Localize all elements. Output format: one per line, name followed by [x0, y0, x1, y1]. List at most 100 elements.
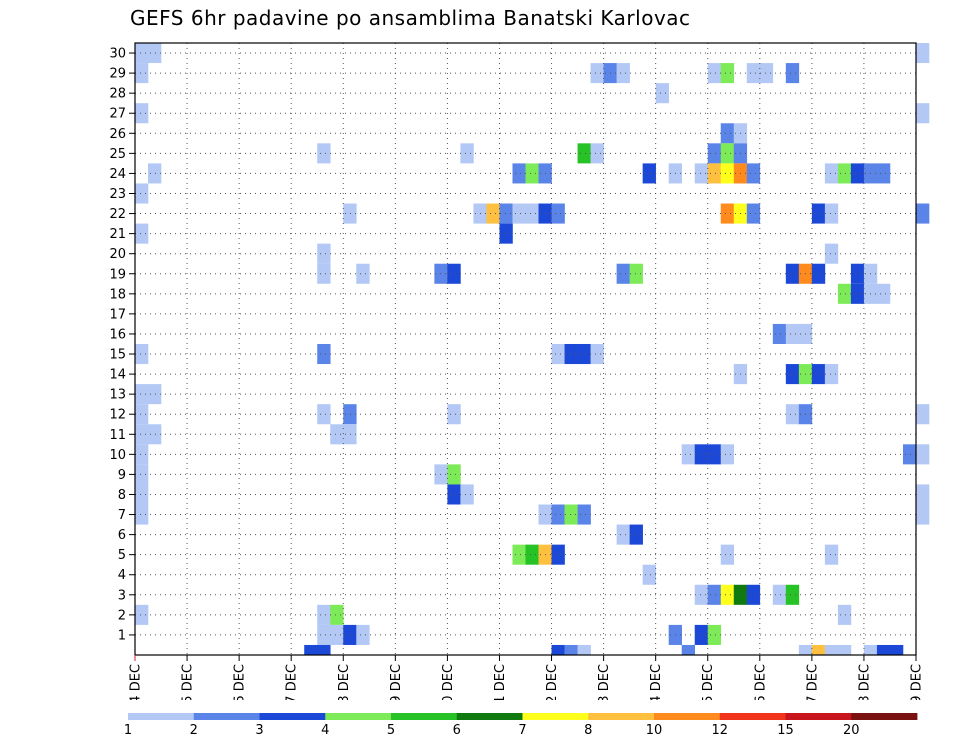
x-tick-label: 25 DEC — [701, 664, 716, 700]
heatmap-cell — [916, 203, 930, 224]
heatmap-cell — [447, 464, 461, 485]
legend-swatch — [391, 713, 458, 720]
y-tick-label: 19 — [109, 267, 126, 282]
legend-label: 6 — [453, 723, 461, 738]
heatmap-cell — [135, 384, 149, 405]
x-tick-label: 17 DEC — [285, 664, 300, 700]
x-tick-label: 21 DEC — [493, 664, 508, 700]
heatmap-cell — [707, 163, 722, 184]
heatmap-cell — [135, 484, 149, 505]
heatmap-cell — [499, 203, 513, 224]
heatmap-cell — [330, 604, 344, 625]
heatmap-cell — [902, 444, 917, 465]
legend-swatch — [719, 713, 786, 720]
heatmap-cell — [916, 404, 930, 425]
legend-swatch — [851, 713, 918, 720]
heatmap-cell — [447, 484, 461, 505]
heatmap-cell — [577, 644, 591, 655]
heatmap-cell — [590, 63, 604, 84]
heatmap-cell — [135, 464, 149, 485]
heatmap-cell — [785, 364, 800, 385]
heatmap-cell — [916, 43, 930, 64]
heatmap-cell — [785, 263, 800, 284]
heatmap-cell — [772, 323, 787, 344]
heatmap-cell — [824, 544, 839, 565]
x-tick-label: 29 DEC — [910, 664, 925, 700]
x-tick-label: 20 DEC — [441, 664, 456, 700]
heatmap-cell — [837, 644, 852, 655]
heatmap-cell — [343, 624, 357, 645]
heatmap-cell — [434, 263, 448, 284]
heatmap-cell — [798, 644, 813, 655]
plot-frame — [134, 42, 917, 656]
y-tick-label: 1 — [118, 628, 126, 643]
heatmap-cell — [551, 504, 565, 525]
heatmap-cell — [629, 524, 643, 545]
legend-label: 8 — [584, 723, 592, 738]
heatmap-cell — [616, 63, 630, 84]
y-tick-label: 8 — [118, 488, 126, 503]
heatmap-cell — [135, 444, 149, 465]
heatmap-cell — [590, 143, 604, 164]
heatmap-cell — [317, 404, 331, 425]
x-tick-label: 19 DEC — [389, 664, 404, 700]
heatmap-cell — [850, 163, 865, 184]
legend-label: 20 — [843, 723, 860, 738]
heatmap-cell — [720, 63, 735, 84]
x-tick-label: 18 DEC — [337, 664, 352, 700]
y-tick-label: 25 — [109, 147, 126, 162]
y-tick-label: 28 — [109, 87, 126, 102]
heatmap-cell — [499, 223, 513, 244]
y-tick-label: 3 — [118, 588, 126, 603]
heatmap-cell — [330, 424, 344, 445]
heatmap-cell — [824, 163, 839, 184]
y-tick-label: 11 — [109, 428, 126, 443]
heatmap-cell — [811, 263, 826, 284]
x-tick-label: 22 DEC — [545, 664, 560, 700]
heatmap-cell — [694, 444, 709, 465]
y-tick-label: 27 — [109, 107, 126, 122]
legend-label: 2 — [190, 723, 198, 738]
heatmap-cell — [577, 343, 591, 365]
x-tick-label: 26 DEC — [753, 664, 768, 700]
heatmap-cell — [551, 544, 565, 565]
legend-swatch — [588, 713, 655, 720]
x-tick-label: 28 DEC — [857, 664, 872, 700]
y-tick-label: 2 — [118, 608, 126, 623]
heatmap-cell — [447, 404, 461, 425]
heatmap-cell — [720, 544, 735, 565]
legend-swatch — [259, 713, 326, 720]
heatmap-cell — [525, 544, 539, 565]
heatmap-cell — [304, 644, 318, 655]
heatmap-cell — [317, 343, 331, 365]
legend-label: 3 — [255, 723, 263, 738]
heatmap-cell — [785, 404, 800, 425]
heatmap-cell — [642, 564, 656, 585]
y-tick-label: 30 — [109, 47, 126, 62]
y-tick-label: 5 — [118, 548, 126, 563]
legend-swatch — [785, 713, 852, 720]
y-tick-label: 22 — [109, 207, 126, 222]
heatmap-cell — [525, 163, 539, 184]
heatmap-cell — [512, 163, 526, 184]
heatmap-cell — [720, 584, 735, 605]
y-tick-label: 15 — [109, 348, 126, 363]
legend-label: 10 — [646, 723, 663, 738]
heatmap-cell — [759, 63, 774, 84]
legend-swatch — [456, 713, 523, 720]
legend-label: 12 — [711, 723, 728, 738]
legend-label: 7 — [518, 723, 526, 738]
heatmap-cell — [551, 343, 565, 365]
heatmap-cell — [512, 544, 526, 565]
heatmap-cell — [916, 504, 930, 525]
heatmap-cell — [720, 143, 735, 164]
x-tick-label: 15 DEC — [181, 664, 196, 700]
heatmap-cell — [135, 604, 149, 625]
legend-swatch — [325, 713, 392, 720]
y-tick-label: 6 — [118, 528, 126, 543]
heatmap-cell — [876, 283, 891, 304]
heatmap-cell — [317, 143, 331, 164]
heatmap-cell — [135, 504, 149, 525]
heatmap-cell — [785, 584, 800, 605]
heatmap-cell — [317, 604, 331, 625]
